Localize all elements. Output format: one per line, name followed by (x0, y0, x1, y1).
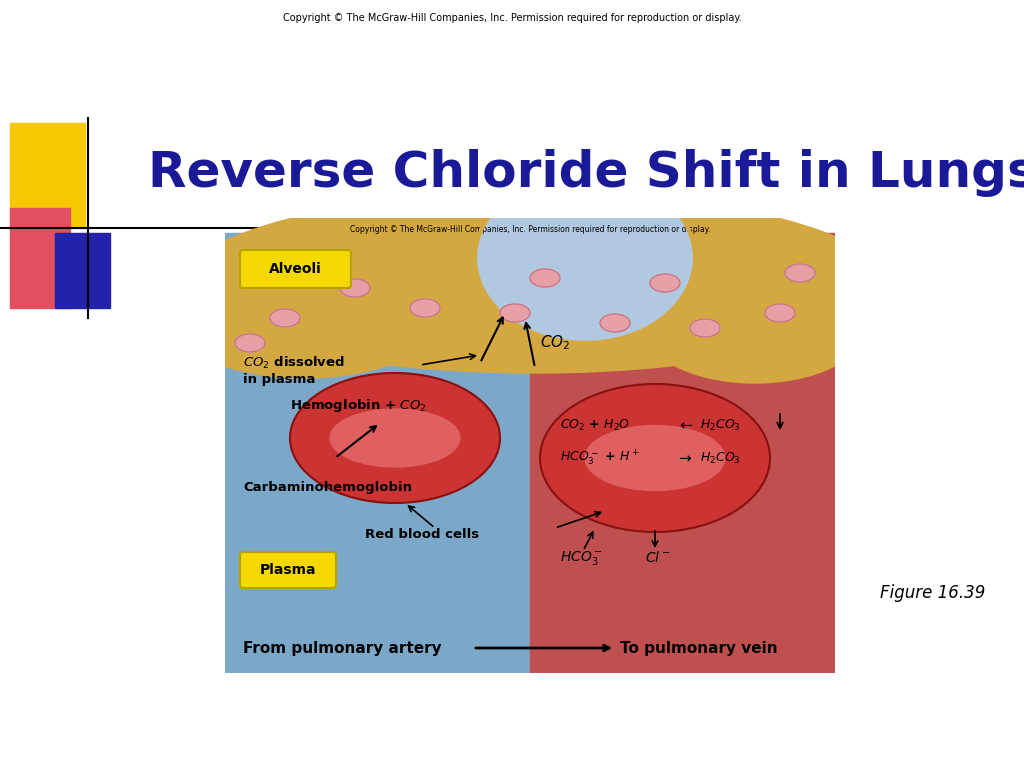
Ellipse shape (185, 193, 885, 373)
Text: $H_2CO_3$: $H_2CO_3$ (700, 418, 740, 432)
Ellipse shape (290, 373, 500, 503)
Ellipse shape (690, 319, 720, 337)
Ellipse shape (165, 248, 445, 378)
Ellipse shape (410, 299, 440, 317)
Ellipse shape (785, 264, 815, 282)
Text: Copyright © The McGraw-Hill Companies, Inc. Permission required for reproduction: Copyright © The McGraw-Hill Companies, I… (350, 225, 711, 234)
Ellipse shape (600, 314, 630, 332)
Bar (10, 208, 70, 308)
Text: Plasma: Plasma (260, 563, 316, 577)
Bar (55, 233, 110, 308)
Ellipse shape (340, 279, 370, 297)
Ellipse shape (330, 409, 460, 467)
Text: $CO_2$ + $H_2O$: $CO_2$ + $H_2O$ (560, 418, 631, 432)
Ellipse shape (540, 384, 770, 532)
Text: Reverse Chloride Shift in Lungs: Reverse Chloride Shift in Lungs (148, 149, 1024, 197)
Ellipse shape (234, 334, 265, 352)
FancyBboxPatch shape (240, 250, 351, 288)
Ellipse shape (765, 304, 795, 322)
Ellipse shape (270, 309, 300, 327)
Text: $Cl^-$: $Cl^-$ (645, 551, 671, 565)
Bar (10, 123, 85, 228)
Text: Figure 16.39: Figure 16.39 (880, 584, 985, 602)
FancyBboxPatch shape (240, 552, 336, 588)
Bar (530, 233, 835, 673)
Bar (225, 233, 530, 673)
Text: $CO_2$: $CO_2$ (540, 333, 570, 353)
Ellipse shape (500, 304, 530, 322)
Text: From pulmonary artery: From pulmonary artery (243, 641, 441, 656)
Text: $H_2CO_3$: $H_2CO_3$ (700, 451, 740, 465)
Text: $HCO_3^-$: $HCO_3^-$ (560, 549, 603, 567)
Text: Red blood cells: Red blood cells (365, 528, 479, 541)
Text: $\leftarrow$: $\leftarrow$ (677, 418, 693, 432)
Ellipse shape (650, 274, 680, 292)
Ellipse shape (585, 425, 725, 491)
Text: To pulmonary vein: To pulmonary vein (620, 641, 777, 656)
Ellipse shape (645, 273, 865, 383)
Text: Alveoli: Alveoli (268, 262, 322, 276)
Text: $CO_2$ dissolved: $CO_2$ dissolved (243, 355, 345, 371)
Ellipse shape (475, 173, 695, 343)
Text: Carbaminohemoglobin: Carbaminohemoglobin (243, 482, 412, 495)
Text: in plasma: in plasma (243, 373, 315, 386)
Text: $HCO_3^-$ + $H^+$: $HCO_3^-$ + $H^+$ (560, 449, 639, 468)
Text: Copyright © The McGraw-Hill Companies, Inc. Permission required for reproduction: Copyright © The McGraw-Hill Companies, I… (283, 13, 741, 23)
Text: $\rightarrow$: $\rightarrow$ (677, 451, 693, 465)
Text: Hemoglobin + $CO_2$: Hemoglobin + $CO_2$ (290, 396, 426, 413)
Ellipse shape (530, 269, 560, 287)
